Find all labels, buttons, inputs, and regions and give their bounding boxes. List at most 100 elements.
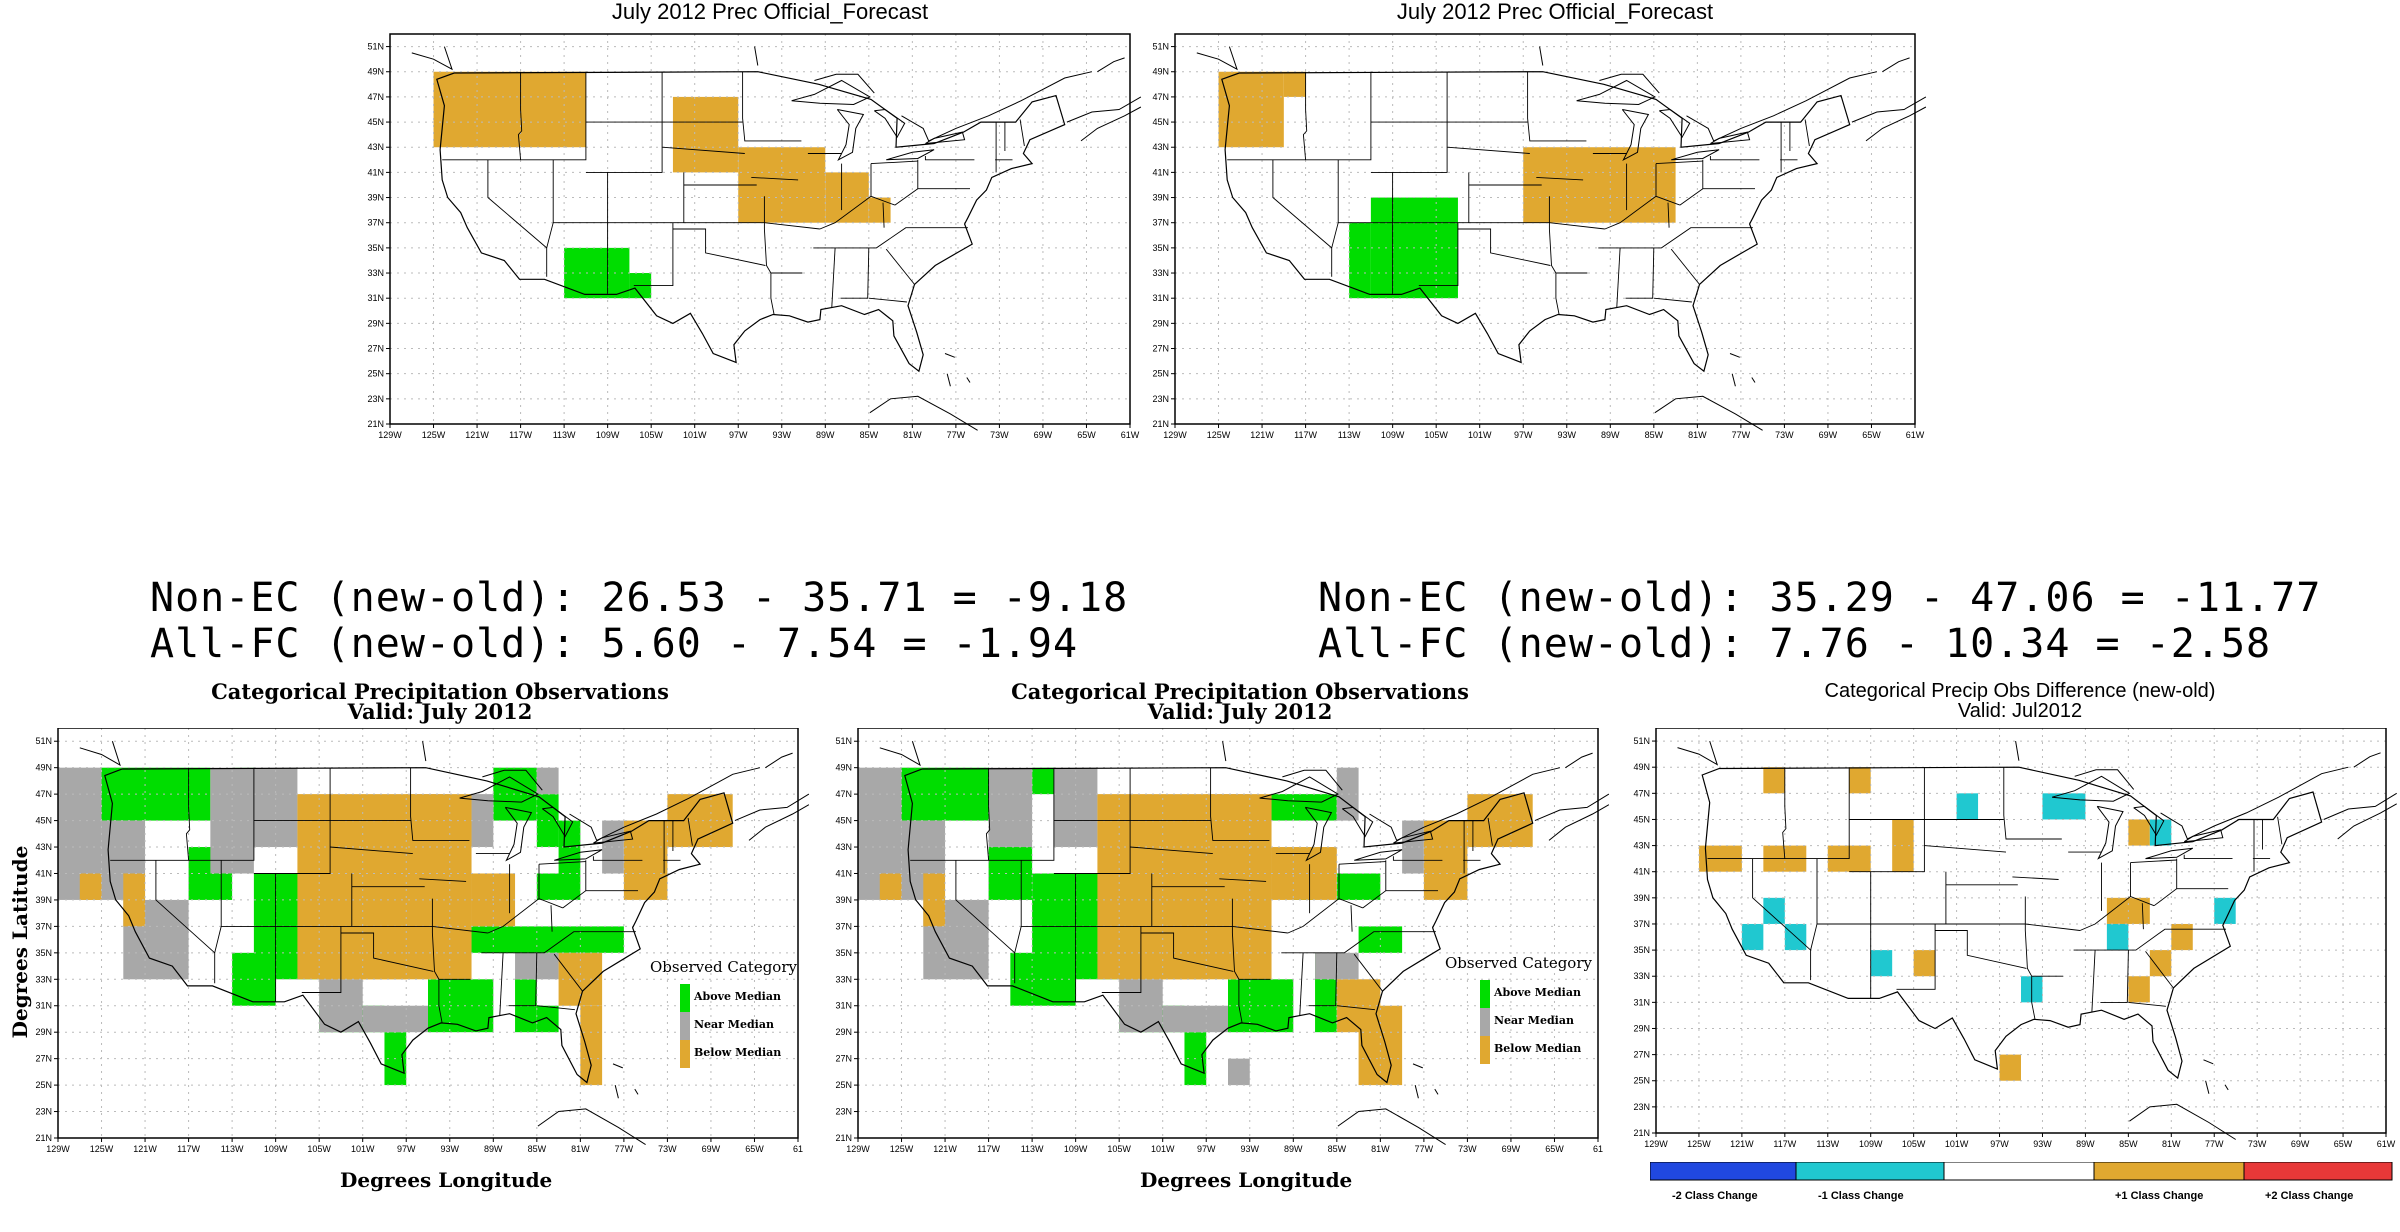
state-boundary [910, 767, 1055, 861]
state-boundary [553, 222, 820, 230]
lat-tick-label: 49N [835, 763, 852, 773]
obs-right-legend-title: Observed Category [1445, 954, 1592, 972]
lat-tick-label: 25N [367, 369, 384, 379]
cuba-coast [1654, 395, 1763, 431]
canada-coast [482, 769, 543, 791]
lat-tick-label: 45N [35, 816, 52, 826]
lat-tick-label: 27N [35, 1054, 52, 1064]
state-boundary [562, 890, 587, 909]
minus1-grid-cell [1956, 793, 1979, 820]
obs-right-legend-below: Below Median [1494, 1042, 1582, 1055]
state-boundary [330, 846, 413, 855]
state-boundary [633, 222, 674, 287]
plus1-grid-cell [2128, 819, 2150, 846]
above-grid-cell [564, 247, 630, 299]
lon-tick-label: 77W [2205, 1139, 2224, 1149]
lon-tick-label: 89W [816, 430, 835, 440]
lat-tick-label: 23N [35, 1107, 52, 1117]
lon-tick-label: 125W [1687, 1139, 1711, 1149]
state-boundary [1418, 222, 1459, 287]
obs-left-map: 21N 23N 25N 27N 29N 31N 33N 35N 37N 39N 41N 43N 45N 4… [35, 728, 810, 1154]
canada-coast [2015, 741, 2020, 761]
state-boundary [1702, 159, 1755, 190]
canada-coast [901, 71, 1093, 142]
great-lake [1354, 849, 1403, 861]
state-boundary [2277, 816, 2283, 845]
great-lake [2051, 775, 2131, 802]
canada-coast [2337, 803, 2397, 840]
lat-tick-label: 35N [367, 243, 384, 253]
lat-tick-label: 49N [1633, 762, 1650, 772]
state-boundary [1353, 953, 1383, 992]
lon-tick-label: 61W [1906, 430, 1925, 440]
obs-right-legend-swatch-below [1480, 1036, 1490, 1064]
state-boundary [2183, 854, 2233, 860]
state-boundary [517, 71, 523, 160]
lon-tick-label: 121W [465, 430, 489, 440]
bahamas-coast [2203, 1059, 2214, 1065]
lon-tick-label: 105W [1424, 430, 1448, 440]
lat-tick-label: 23N [835, 1107, 852, 1117]
canada-coast [1686, 71, 1878, 142]
state-boundary [885, 248, 915, 285]
state-boundary [1272, 159, 1332, 249]
bahamas-coast [1414, 1084, 1419, 1099]
state-boundary [2024, 896, 2036, 1020]
lat-tick-label: 45N [835, 816, 852, 826]
lat-tick-label: 37N [835, 921, 852, 931]
lon-tick-label: 121W [133, 1144, 157, 1154]
lon-tick-label: 129W [1644, 1139, 1668, 1149]
cuba-coast [2129, 1103, 2236, 1140]
lat-tick-label: 45N [1633, 814, 1650, 824]
state-boundary [1653, 297, 1692, 303]
canada-coast [1282, 769, 1343, 791]
lon-tick-label: 93W [441, 1144, 460, 1154]
map-frame [57, 728, 799, 1139]
lon-tick-label: 81W [571, 1144, 590, 1154]
state-boundary [1817, 923, 2081, 931]
state-boundary [2130, 859, 2177, 864]
near-grid-cell [1162, 1005, 1228, 1033]
lat-tick-label: 29N [1152, 318, 1169, 328]
lon-tick-label: 65W [1077, 430, 1096, 440]
below-grid-cell [580, 1005, 603, 1086]
above-grid-cell [901, 767, 989, 821]
lon-tick-label: 69W [1819, 430, 1838, 440]
lat-tick-label: 21N [1152, 419, 1169, 429]
lat-tick-label: 35N [35, 948, 52, 958]
state-boundary [1021, 925, 1288, 934]
great-lake [1671, 149, 1720, 161]
map-frame [1655, 728, 2387, 1134]
canada-coast [79, 741, 121, 767]
lat-tick-label: 41N [1152, 167, 1169, 177]
state-boundary [419, 878, 467, 882]
great-lake [886, 149, 935, 161]
state-boundary [2145, 951, 2174, 989]
canada-coast [754, 46, 759, 66]
state-boundary [508, 952, 538, 1007]
lat-tick-label: 33N [1633, 971, 1650, 981]
lat-tick-label: 33N [835, 974, 852, 984]
great-lake [791, 79, 871, 106]
lat-tick-label: 31N [835, 1001, 852, 1011]
map-frame [389, 33, 1131, 425]
lon-tick-label: 125W [1207, 430, 1231, 440]
below-grid-cell [1218, 71, 1284, 148]
state-boundary [1447, 146, 1530, 154]
lat-tick-label: 37N [35, 921, 52, 931]
canada-coast [2160, 766, 2349, 840]
conus-outline [104, 767, 734, 1084]
state-boundary [1849, 767, 1925, 873]
state-boundary [1336, 1005, 1375, 1011]
lon-tick-label: 109W [596, 430, 620, 440]
state-boundary [840, 247, 870, 299]
lat-tick-label: 43N [1152, 142, 1169, 152]
lon-tick-label: 125W [90, 1144, 114, 1154]
lon-tick-label: 85W [528, 1144, 547, 1154]
lat-tick-label: 33N [367, 268, 384, 278]
lat-tick-label: 29N [35, 1027, 52, 1037]
lon-tick-label: 113W [1338, 430, 1361, 440]
below-grid-cell [879, 873, 902, 900]
colorbar-neutral [1943, 1162, 2095, 1181]
lon-tick-label: 81W [2162, 1139, 2181, 1149]
